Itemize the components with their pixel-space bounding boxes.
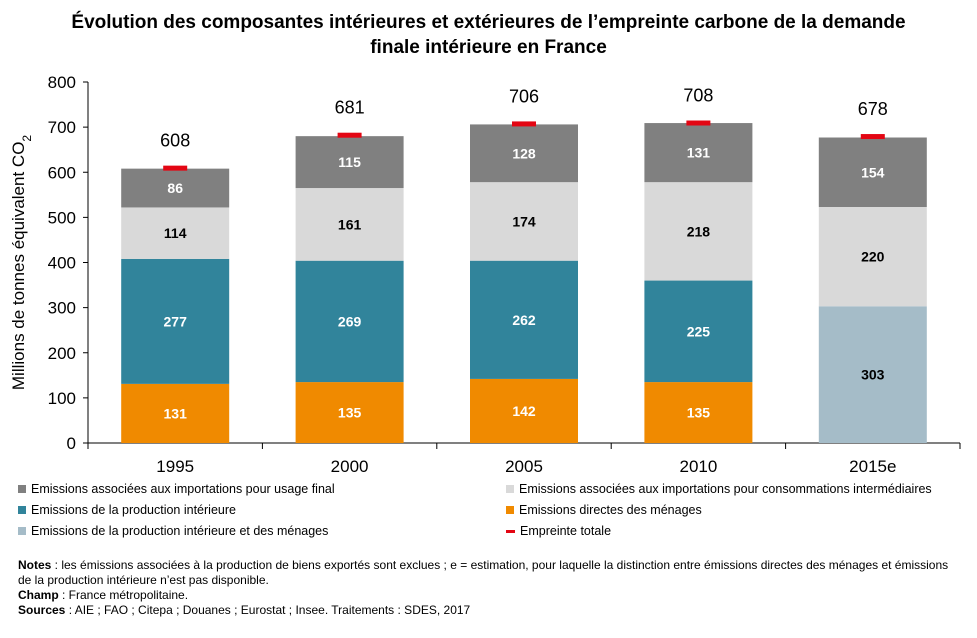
bar-segment xyxy=(295,260,404,383)
legend-label: Emissions de la production intérieure xyxy=(31,503,236,517)
y-tick-label: 800 xyxy=(48,73,76,92)
bar-segment-label: 131 xyxy=(164,405,188,421)
total-label: 608 xyxy=(160,131,190,151)
bar-segment xyxy=(818,306,927,443)
x-tick-label: 1995 xyxy=(156,457,194,476)
total-marker xyxy=(512,121,536,127)
bar-segment-label: 115 xyxy=(338,154,361,170)
bar-segment xyxy=(295,136,404,189)
bar-segment xyxy=(644,382,753,443)
bar-segment-label: 154 xyxy=(861,164,885,180)
bar-segment xyxy=(644,182,753,281)
y-tick-label: 0 xyxy=(67,434,76,453)
bar-segment xyxy=(470,182,578,261)
bar-segment xyxy=(295,188,404,261)
y-tick-label: 300 xyxy=(48,299,76,318)
champ-paragraph: Champ : France métropolitaine. xyxy=(18,588,963,603)
sources-text: : AIE ; FAO ; Citepa ; Douanes ; Eurosta… xyxy=(65,603,471,617)
bar-segment xyxy=(818,206,927,307)
y-tick-label: 100 xyxy=(48,389,76,408)
legend-label: Emissions directes des ménages xyxy=(519,503,702,517)
legend-item-household-direct: Emissions directes des ménages xyxy=(506,503,702,517)
bar-segment-label: 135 xyxy=(338,405,362,421)
bar-segment-label: 131 xyxy=(687,145,711,161)
bar-segment xyxy=(470,124,578,183)
bar-segment-label: 218 xyxy=(687,223,711,239)
legend-item-domestic-and-households: Emissions de la production intérieure et… xyxy=(18,524,328,538)
bar-segment-label: 174 xyxy=(512,213,536,229)
y-tick-label: 500 xyxy=(48,208,76,227)
chart-title-line1: Évolution des composantes intérieures et… xyxy=(71,12,906,33)
notes-label: Notes xyxy=(18,558,52,572)
bar-segment-label: 303 xyxy=(861,367,885,383)
total-marker xyxy=(686,120,711,126)
bar-segment-label: 277 xyxy=(164,313,188,329)
chart-title-line2: finale intérieure en France xyxy=(370,37,607,58)
total-marker xyxy=(337,132,362,138)
bar-segment xyxy=(121,207,230,259)
total-label: 681 xyxy=(335,98,365,118)
legend-swatch xyxy=(506,506,514,514)
x-tick-label: 2010 xyxy=(679,457,717,476)
legend-item-imports-final: Emissions associées aux importations pou… xyxy=(18,482,335,496)
legend-swatch xyxy=(506,485,514,493)
notes-block: Notes : les émissions associées à la pro… xyxy=(18,558,963,618)
bar-segment-label: 86 xyxy=(167,180,183,196)
stacked-bar-chart: 0 100 200 300 400 500 600 700 800 Millions de ton… xyxy=(9,73,961,476)
legend-swatch xyxy=(18,506,26,514)
legend-swatch xyxy=(18,485,26,493)
bar-segment xyxy=(644,280,753,383)
legend-label: Empreinte totale xyxy=(520,524,612,538)
total-label: 678 xyxy=(858,99,888,119)
y-axis-title: Millions de tonnes équivalent CO2 xyxy=(9,135,34,391)
sources-paragraph: Sources : AIE ; FAO ; Citepa ; Douanes ;… xyxy=(18,603,963,618)
bar-segment-label: 225 xyxy=(687,323,711,339)
sources-label: Sources xyxy=(18,603,66,617)
total-marker xyxy=(163,165,188,171)
notes-text: : les émissions associées à la productio… xyxy=(18,558,949,587)
bar-segment-label: 220 xyxy=(861,249,885,265)
total-marker xyxy=(860,134,885,140)
bar-segment xyxy=(121,383,230,443)
y-tick-label: 200 xyxy=(48,344,76,363)
y-axis-title-subscript: 2 xyxy=(20,135,34,142)
y-tick-label: 600 xyxy=(48,163,76,182)
bar-segment xyxy=(470,260,578,379)
bar-segment-label: 114 xyxy=(164,225,187,241)
bar-segment xyxy=(121,168,230,208)
x-tick-label: 2000 xyxy=(331,457,369,476)
x-tick-label: 2005 xyxy=(505,457,543,476)
y-tick-label: 700 xyxy=(48,118,76,137)
x-tick-label: 2015e xyxy=(849,457,896,476)
bar-segment xyxy=(295,382,404,443)
bar-segment xyxy=(644,123,753,183)
bar-segment xyxy=(121,258,230,384)
legend-item-domestic-production: Emissions de la production intérieure xyxy=(18,503,236,517)
champ-label: Champ xyxy=(18,588,59,602)
total-label: 706 xyxy=(509,86,539,106)
champ-text: : France métropolitaine. xyxy=(58,588,189,602)
total-label: 708 xyxy=(683,86,713,106)
legend-item-imports-intermediate: Emissions associées aux importations pou… xyxy=(506,482,932,496)
chart-title: Évolution des composantes intérieures et… xyxy=(0,10,977,60)
legend-label: Emissions associées aux importations pou… xyxy=(519,482,932,496)
bar-segment-label: 128 xyxy=(512,145,536,161)
y-axis-title-text: Millions de tonnes équivalent CO xyxy=(9,142,28,391)
bar-segment xyxy=(470,378,578,443)
y-tick-label: 400 xyxy=(48,254,76,273)
bar-segment-label: 262 xyxy=(512,312,536,328)
bar-segment-label: 135 xyxy=(687,405,711,421)
legend-item-total-footprint: Empreinte totale xyxy=(506,524,611,538)
legend-label: Emissions de la production intérieure et… xyxy=(31,524,329,538)
legend-swatch-line xyxy=(506,529,515,533)
bar-segment-label: 269 xyxy=(338,313,362,329)
bar-segment-label: 142 xyxy=(512,403,536,419)
bar-segment-label: 161 xyxy=(338,216,362,232)
bar-segment xyxy=(818,137,927,207)
legend-swatch xyxy=(18,527,26,535)
notes-paragraph: Notes : les émissions associées à la pro… xyxy=(18,558,963,588)
legend-label: Emissions associées aux importations pou… xyxy=(31,482,335,496)
